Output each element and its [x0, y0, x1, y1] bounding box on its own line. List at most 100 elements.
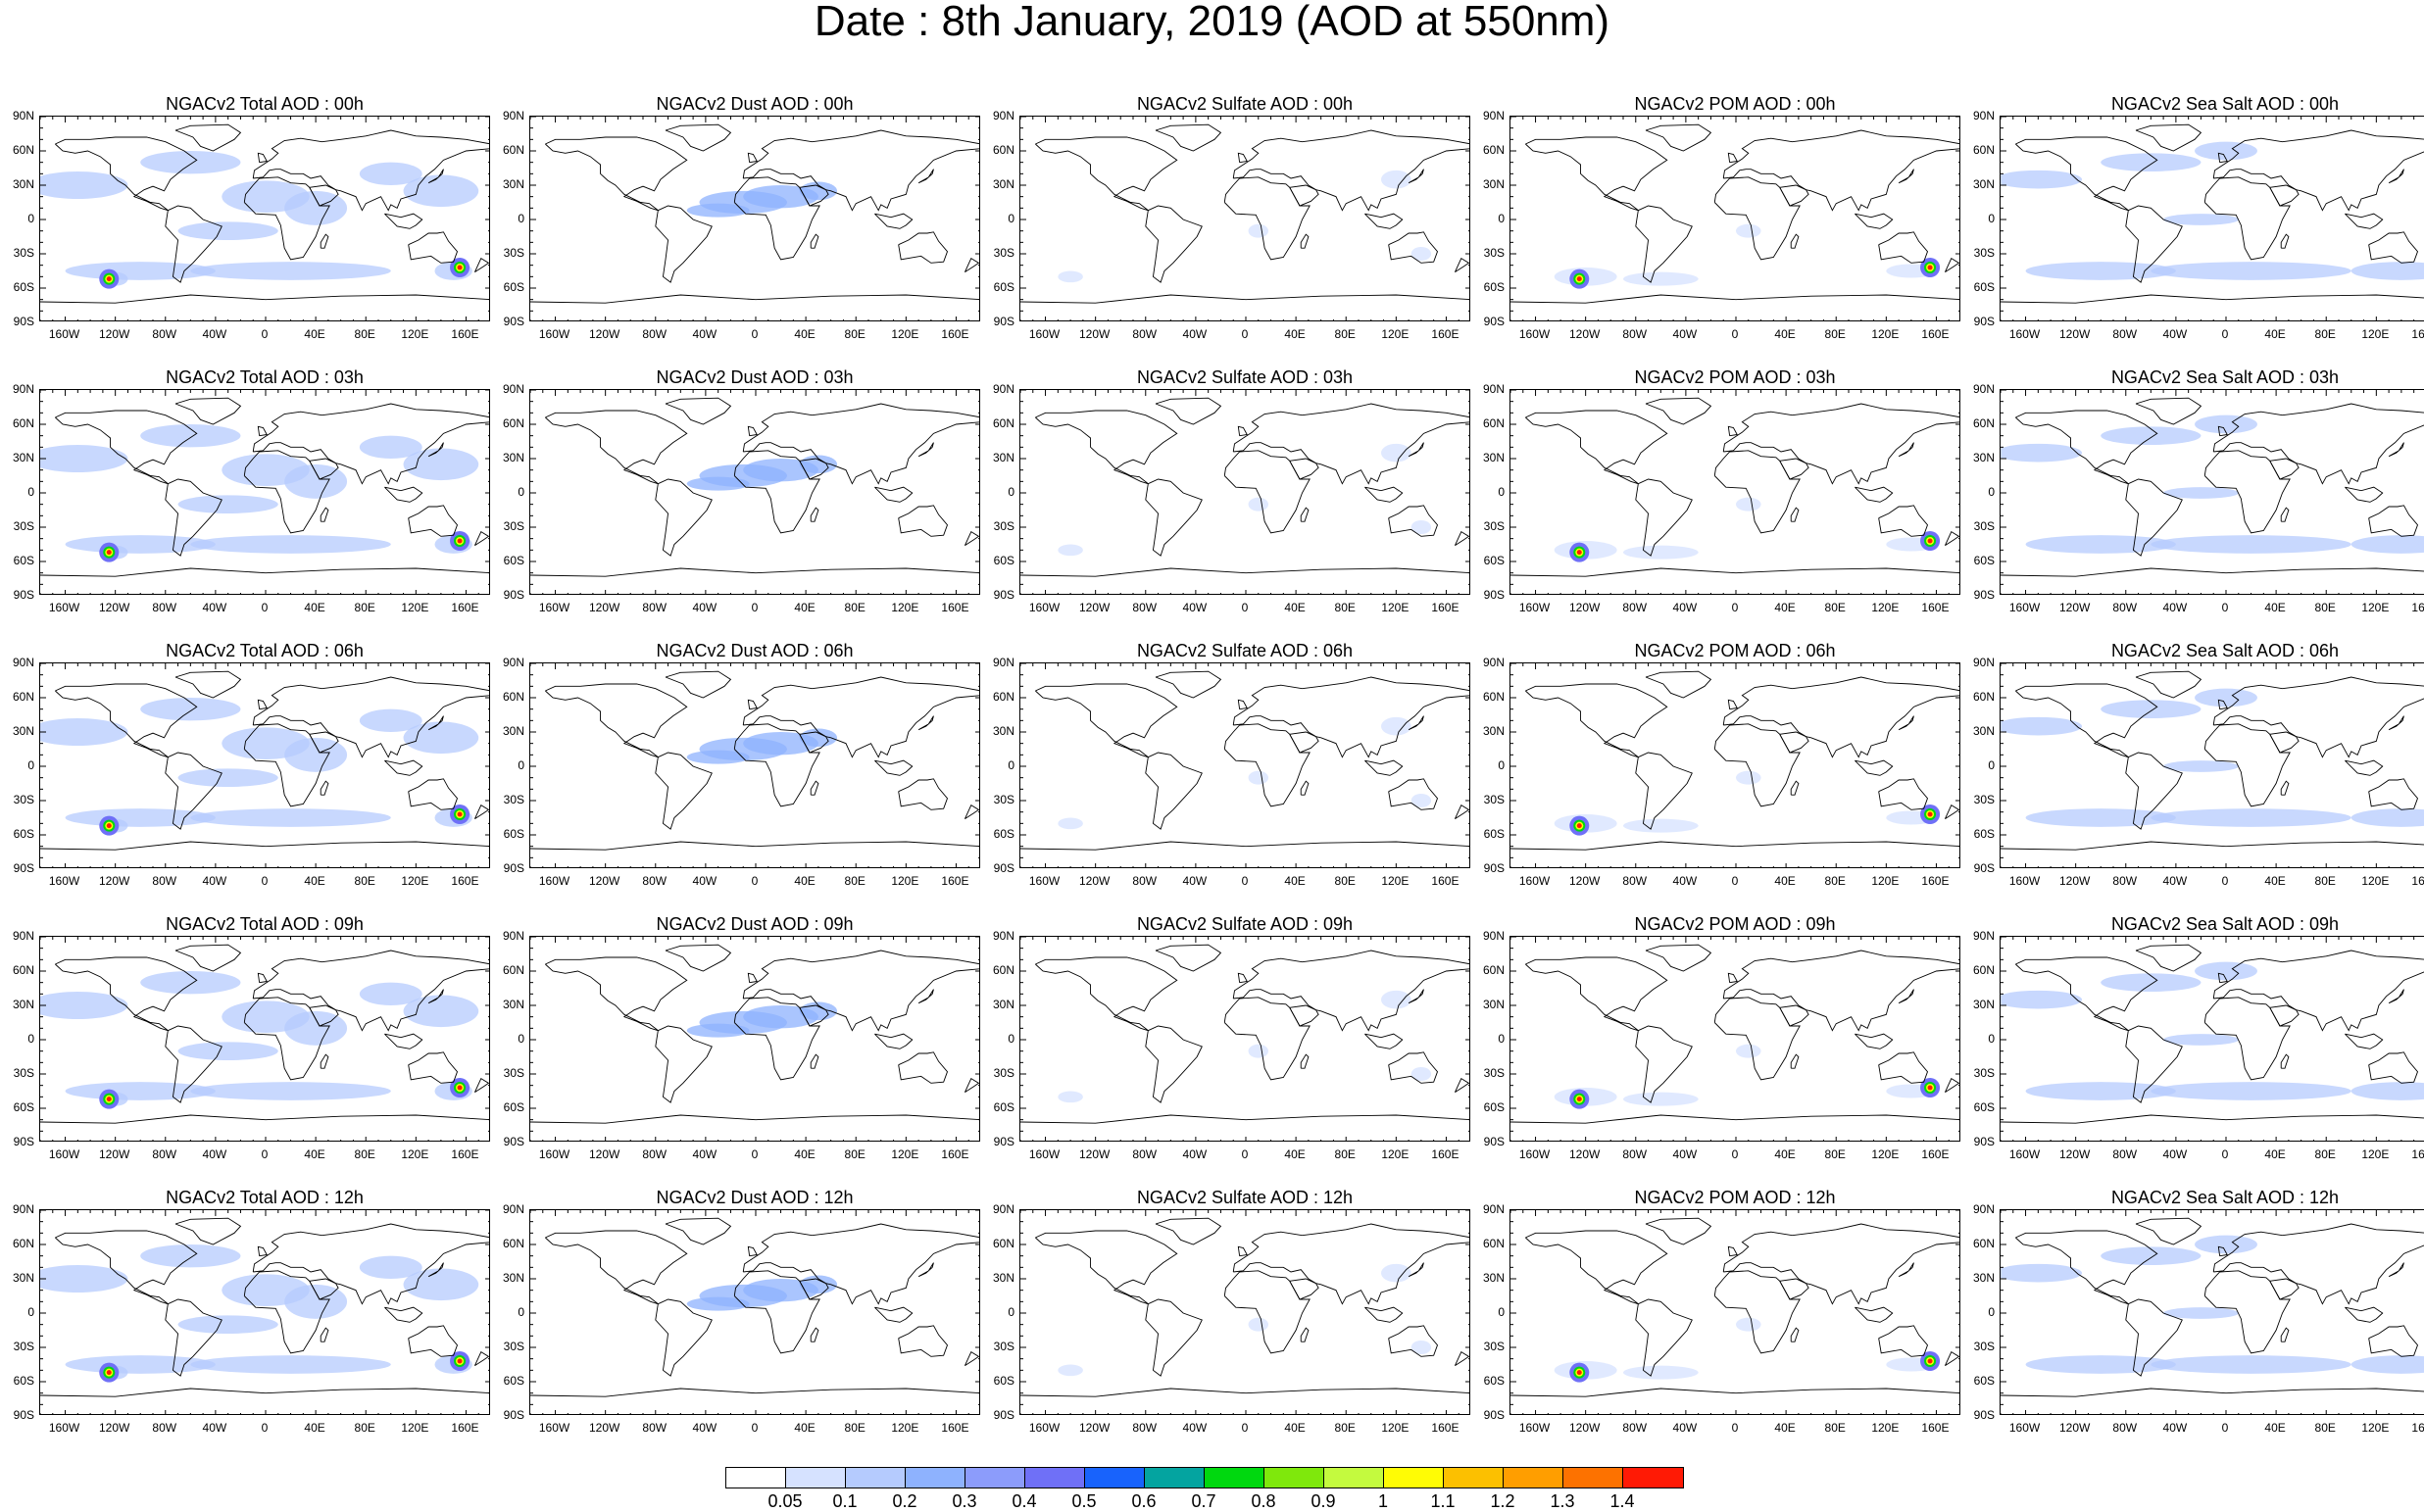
aod-shading — [190, 535, 391, 554]
coastline — [2280, 233, 2290, 249]
lat-label: 60N — [502, 1237, 524, 1250]
lat-label: 30S — [503, 793, 524, 806]
lon-label: 120E — [401, 874, 429, 888]
lat-label: 90N — [1972, 382, 1995, 396]
coastline — [810, 780, 819, 796]
coastline — [2345, 1033, 2384, 1049]
lon-label: 0 — [261, 327, 269, 341]
coastline — [252, 950, 489, 1032]
coastline — [1232, 676, 1469, 758]
lat-label: 30S — [993, 1066, 1014, 1080]
lon-label: 160W — [1518, 1147, 1551, 1161]
lat-label: 60N — [992, 1237, 1014, 1250]
lat-label: 30N — [12, 998, 34, 1011]
coastline — [165, 478, 223, 557]
lon-label: 0 — [2221, 874, 2229, 888]
lat-label: 30N — [1972, 451, 1995, 464]
lat-label: 90N — [502, 109, 524, 122]
lon-label: 80W — [1132, 1147, 1158, 1161]
lat-label: 90N — [992, 109, 1014, 122]
coastline — [2135, 670, 2202, 699]
lat-label: 90N — [1972, 929, 1995, 943]
map-svg — [2001, 663, 2424, 867]
aod-hotspot — [106, 276, 112, 282]
lat-label: 90S — [993, 1408, 1014, 1422]
lon-label: 120E — [1871, 874, 1900, 888]
lon-label: 160W — [1028, 874, 1061, 888]
coastline — [2135, 397, 2202, 425]
lon-label: 80E — [2314, 1147, 2336, 1161]
map-panel-sulfate — [1019, 116, 1470, 321]
panel-title: NGACv2 Total AOD : 00h — [166, 94, 364, 114]
lat-label: 90N — [992, 382, 1014, 396]
lon-label: 120E — [1871, 327, 1900, 341]
lat-label: 60N — [1972, 143, 1995, 157]
lon-label: 160W — [1518, 874, 1551, 888]
aod-shading — [1381, 443, 1411, 463]
lat-label: 90N — [1972, 1202, 1995, 1216]
lon-label: 120W — [98, 1147, 130, 1161]
lon-label: 120E — [891, 327, 919, 341]
lon-label: 80E — [844, 1421, 866, 1435]
lat-label: 0 — [1498, 758, 1505, 772]
lon-label: 160E — [1921, 1147, 1950, 1161]
lat-label: 60N — [1972, 1237, 1995, 1250]
figure-title: Date : 8th January, 2019 (AOD at 550nm) — [814, 0, 1610, 45]
lon-label: 160W — [538, 1147, 570, 1161]
coastline — [655, 478, 713, 557]
coastline — [742, 403, 979, 485]
coastline — [252, 676, 489, 758]
coastline — [655, 1298, 713, 1377]
coastline — [2125, 205, 2183, 283]
coastline — [257, 972, 268, 984]
coastline — [1790, 780, 1800, 796]
lon-label: 160E — [2411, 327, 2424, 341]
colorbar-label: 0.6 — [1131, 1491, 1157, 1511]
lon-label: 160W — [48, 1421, 80, 1435]
lon-label: 40E — [794, 1421, 816, 1435]
panel-title: NGACv2 Sea Salt AOD : 06h — [2110, 641, 2340, 660]
colorbar-label: 1.4 — [1609, 1491, 1635, 1511]
aod-hotspot — [1927, 811, 1933, 817]
lat-label: 30N — [992, 998, 1014, 1011]
coastline — [243, 723, 330, 807]
lat-label: 60S — [1973, 554, 1995, 567]
aod-shading — [2001, 443, 2083, 463]
colorbar-swatch — [1444, 1468, 1504, 1488]
aod-shading — [40, 171, 128, 199]
map-panel-total — [39, 936, 490, 1142]
coastline — [1232, 950, 1469, 1032]
aod-hotspot — [106, 1097, 112, 1102]
lat-label: 0 — [27, 485, 34, 499]
coastline — [473, 1351, 489, 1367]
lat-label: 30S — [993, 793, 1014, 806]
colorbar-swatch — [786, 1468, 846, 1488]
map-panel-dust — [529, 1209, 980, 1415]
lat-label: 30N — [502, 998, 524, 1011]
coastline — [1525, 410, 1668, 485]
coastline — [55, 683, 198, 758]
aod-shading — [1736, 1044, 1761, 1058]
aod-shading — [2025, 1355, 2176, 1374]
lat-label: 0 — [1008, 758, 1014, 772]
map-svg — [1510, 937, 1959, 1141]
coastline — [1237, 699, 1248, 710]
lon-label: 40W — [1182, 874, 1208, 888]
lon-label: 120W — [1078, 874, 1111, 888]
coastline — [2388, 1262, 2404, 1278]
aod-shading — [284, 737, 348, 772]
lon-label: 0 — [1241, 1421, 1249, 1435]
map-svg — [530, 937, 979, 1141]
coastline — [1223, 723, 1311, 807]
map-panel-dust — [529, 662, 980, 868]
lon-label: 40E — [2264, 874, 2286, 888]
coastline — [733, 1270, 820, 1354]
colorbar-swatch — [726, 1468, 786, 1488]
lon-label: 120W — [98, 601, 130, 614]
coastline — [655, 205, 713, 283]
colorbar-label: 0.1 — [832, 1491, 858, 1511]
panel-title: NGACv2 Sea Salt AOD : 03h — [2110, 367, 2340, 387]
aod-shading — [1736, 497, 1761, 512]
map-svg — [1020, 663, 1469, 867]
lon-label: 120W — [588, 601, 620, 614]
